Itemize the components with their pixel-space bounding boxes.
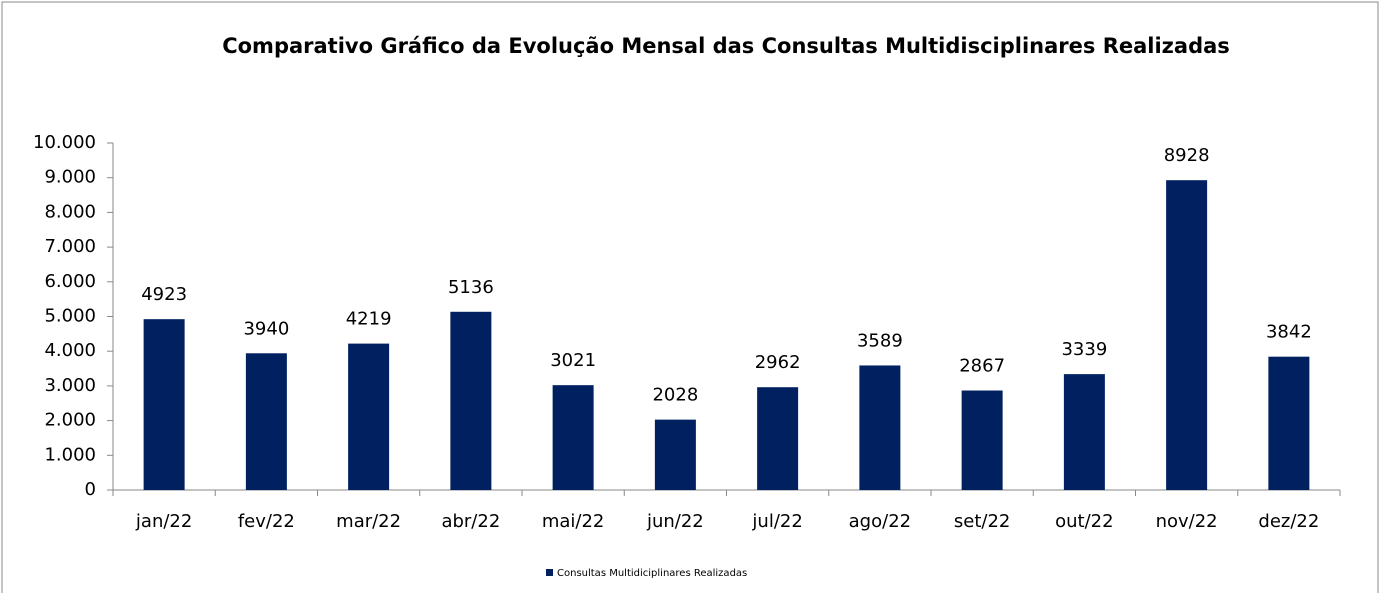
- data-label: 3021: [550, 350, 596, 371]
- legend-swatch: [546, 569, 553, 576]
- y-tick-label: 2.000: [44, 410, 96, 431]
- data-label: 3842: [1266, 322, 1312, 343]
- y-tick-label: 5.000: [44, 306, 96, 327]
- y-tick-label: 8.000: [44, 201, 96, 222]
- x-tick-label: jan/22: [135, 511, 192, 532]
- x-tick-label: jun/22: [646, 511, 704, 532]
- legend-label: Consultas Multidiciplinares Realizadas: [557, 568, 747, 579]
- data-label: 3940: [243, 318, 289, 339]
- data-label: 2962: [755, 352, 801, 373]
- x-tick-label: dez/22: [1258, 511, 1319, 532]
- y-tick-label: 10.000: [33, 132, 96, 153]
- bar: [1063, 374, 1105, 490]
- y-tick-label: 1.000: [44, 444, 96, 465]
- x-tick-label: abr/22: [441, 511, 500, 532]
- bar: [961, 390, 1003, 490]
- bar: [552, 385, 594, 490]
- x-tick-label: mai/22: [542, 511, 605, 532]
- data-label: 8928: [1164, 145, 1210, 166]
- y-tick-label: 7.000: [44, 236, 96, 257]
- bar: [859, 365, 901, 490]
- y-tick-label: 0: [85, 479, 96, 500]
- bar: [1268, 356, 1310, 490]
- data-label: 4923: [141, 284, 187, 305]
- y-tick-label: 6.000: [44, 271, 96, 292]
- bar: [245, 353, 287, 490]
- y-tick-label: 4.000: [44, 340, 96, 361]
- data-label: 3589: [857, 330, 903, 351]
- x-tick-label: mar/22: [336, 511, 401, 532]
- data-label: 2867: [959, 356, 1005, 377]
- bar: [348, 343, 390, 490]
- x-tick-label: set/22: [954, 511, 1010, 532]
- x-tick-label: nov/22: [1156, 511, 1218, 532]
- x-tick-label: ago/22: [849, 511, 911, 532]
- x-tick-label: jul/22: [751, 511, 802, 532]
- y-tick-label: 9.000: [44, 167, 96, 188]
- chart-title: Comparativo Gráfico da Evolução Mensal d…: [222, 34, 1230, 58]
- bar: [757, 387, 799, 490]
- x-tick-label: fev/22: [238, 511, 295, 532]
- y-tick-label: 3.000: [44, 375, 96, 396]
- bar: [143, 319, 185, 490]
- data-label: 3339: [1061, 339, 1107, 360]
- x-tick-label: out/22: [1055, 511, 1113, 532]
- data-label: 4219: [346, 309, 392, 330]
- bar: [654, 419, 696, 490]
- bar: [450, 311, 492, 490]
- data-label: 5136: [448, 277, 494, 298]
- data-label: 2028: [652, 385, 698, 406]
- bar: [1166, 180, 1208, 490]
